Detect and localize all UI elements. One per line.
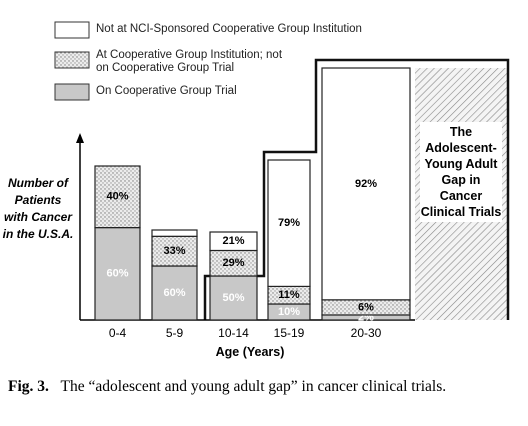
- bar-segment: [151, 229, 198, 237]
- value-label: 11%: [278, 289, 300, 301]
- y-axis-label: Number of Patients with Cancer in the U.…: [2, 176, 74, 241]
- bar-segment: [151, 235, 198, 267]
- value-label: 60%: [106, 268, 128, 280]
- caption-text: The “adolescent and young adult gap” in …: [60, 378, 447, 395]
- x-tick-label: 10-14: [218, 326, 249, 340]
- value-label: 40%: [106, 191, 128, 203]
- x-axis-label: Age (Years): [215, 345, 285, 359]
- value-label: 50%: [222, 292, 244, 304]
- x-tick-label: 0-4: [109, 326, 127, 340]
- legend-label: Not at NCI-Sponsored Cooperative Group I…: [96, 23, 362, 35]
- value-label: 92%: [355, 178, 377, 190]
- bar-segment: [267, 159, 311, 288]
- bar-segment: [94, 165, 141, 229]
- legend-label: On Cooperative Group Trial: [96, 85, 237, 97]
- x-tick-label: 5-9: [166, 326, 184, 340]
- bar-segment: [209, 231, 258, 252]
- y-axis-arrow: [76, 133, 84, 143]
- legend-swatch: [54, 21, 90, 39]
- bar-segment: [209, 249, 258, 277]
- bar-segment: [321, 67, 411, 301]
- value-label: 79%: [278, 217, 300, 229]
- annotation: The Adolescent-Young Adult Gap in Cancer…: [420, 122, 502, 222]
- x-tick-label: 15-19: [274, 326, 305, 340]
- legend-swatch: [54, 83, 90, 101]
- bar-segment: [94, 227, 141, 321]
- caption-label: Fig. 3.: [8, 378, 49, 395]
- value-label: 6%: [358, 301, 374, 313]
- caption: Fig. 3. The “adolescent and young adult …: [8, 376, 513, 397]
- x-tick-label: 20-30: [351, 326, 382, 340]
- value-label: 33%: [163, 245, 185, 257]
- bar-segment: [209, 275, 258, 321]
- value-label: 60%: [163, 287, 185, 299]
- legend-label: At Cooperative Group Institution; not on…: [96, 49, 283, 74]
- value-label: 21%: [222, 235, 244, 247]
- value-label: 29%: [222, 257, 244, 269]
- legend-swatch: [54, 51, 90, 69]
- value-label: 10%: [278, 306, 300, 318]
